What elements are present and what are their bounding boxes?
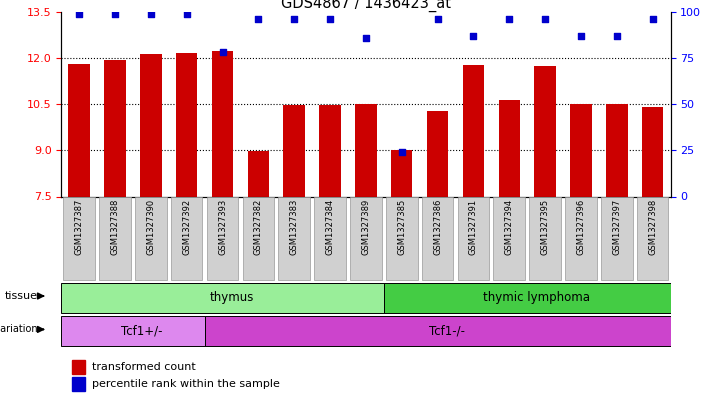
Point <box>360 35 372 41</box>
FancyBboxPatch shape <box>205 316 671 346</box>
Point <box>575 33 587 39</box>
Bar <box>355 103 376 196</box>
Text: GSM1327398: GSM1327398 <box>648 199 657 255</box>
Point <box>288 16 300 22</box>
Text: GSM1327382: GSM1327382 <box>254 199 263 255</box>
Point <box>324 16 336 22</box>
Text: genotype/variation: genotype/variation <box>0 325 38 334</box>
Text: GSM1327383: GSM1327383 <box>290 199 298 255</box>
Text: GSM1327397: GSM1327397 <box>612 199 622 255</box>
Text: transformed count: transformed count <box>92 362 196 372</box>
FancyBboxPatch shape <box>529 197 561 280</box>
FancyBboxPatch shape <box>61 316 205 346</box>
Point <box>396 149 407 155</box>
Text: GSM1327396: GSM1327396 <box>576 199 585 255</box>
FancyBboxPatch shape <box>386 197 417 280</box>
FancyBboxPatch shape <box>63 197 95 280</box>
Bar <box>247 151 269 196</box>
Text: Tcf1-/-: Tcf1-/- <box>428 325 464 338</box>
Bar <box>391 150 412 196</box>
Text: GSM1327391: GSM1327391 <box>469 199 478 255</box>
Text: GSM1327386: GSM1327386 <box>433 199 442 255</box>
Text: GSM1327385: GSM1327385 <box>397 199 406 255</box>
Bar <box>606 103 627 196</box>
Bar <box>140 54 162 196</box>
Point <box>181 11 193 17</box>
Point <box>503 16 515 22</box>
Text: GSM1327389: GSM1327389 <box>361 199 371 255</box>
FancyBboxPatch shape <box>565 197 597 280</box>
FancyBboxPatch shape <box>278 197 310 280</box>
Text: Tcf1+/-: Tcf1+/- <box>121 325 163 338</box>
FancyBboxPatch shape <box>171 197 203 280</box>
Bar <box>68 64 90 196</box>
Point <box>74 11 85 17</box>
FancyBboxPatch shape <box>601 197 632 280</box>
Point <box>539 16 551 22</box>
Text: GSM1327394: GSM1327394 <box>505 199 514 255</box>
Text: GSM1327395: GSM1327395 <box>541 199 549 255</box>
Bar <box>176 53 198 196</box>
FancyBboxPatch shape <box>243 197 274 280</box>
Bar <box>72 377 85 391</box>
FancyBboxPatch shape <box>384 283 671 313</box>
Text: GSM1327392: GSM1327392 <box>182 199 191 255</box>
Bar <box>534 66 556 196</box>
Point <box>647 16 658 22</box>
Text: thymic lymphoma: thymic lymphoma <box>482 291 590 304</box>
FancyBboxPatch shape <box>637 197 668 280</box>
FancyBboxPatch shape <box>61 283 384 313</box>
Point <box>432 16 443 22</box>
Text: GSM1327384: GSM1327384 <box>326 199 335 255</box>
Title: GDS4867 / 1436423_at: GDS4867 / 1436423_at <box>281 0 451 12</box>
Bar <box>463 65 485 196</box>
Text: GSM1327393: GSM1327393 <box>218 199 227 255</box>
FancyBboxPatch shape <box>422 197 454 280</box>
Point <box>110 11 121 17</box>
Text: percentile rank within the sample: percentile rank within the sample <box>92 379 280 389</box>
Text: tissue: tissue <box>5 291 38 301</box>
Bar <box>319 105 341 196</box>
Bar <box>642 107 663 196</box>
Bar <box>283 105 305 196</box>
Point <box>468 33 479 39</box>
FancyBboxPatch shape <box>135 197 167 280</box>
Bar <box>498 101 520 196</box>
FancyBboxPatch shape <box>458 197 489 280</box>
Point <box>611 33 622 39</box>
Point <box>252 16 264 22</box>
FancyBboxPatch shape <box>493 197 525 280</box>
Point <box>217 49 229 55</box>
Bar <box>570 104 592 196</box>
Bar <box>427 111 448 196</box>
Text: thymus: thymus <box>209 291 254 304</box>
Point <box>145 11 156 17</box>
Bar <box>105 60 125 196</box>
Bar <box>212 51 234 196</box>
Text: GSM1327387: GSM1327387 <box>75 199 84 255</box>
FancyBboxPatch shape <box>350 197 381 280</box>
FancyBboxPatch shape <box>207 197 239 280</box>
FancyBboxPatch shape <box>314 197 346 280</box>
FancyBboxPatch shape <box>99 197 131 280</box>
Text: GSM1327390: GSM1327390 <box>146 199 156 255</box>
Bar <box>72 360 85 374</box>
Text: GSM1327388: GSM1327388 <box>110 199 120 255</box>
